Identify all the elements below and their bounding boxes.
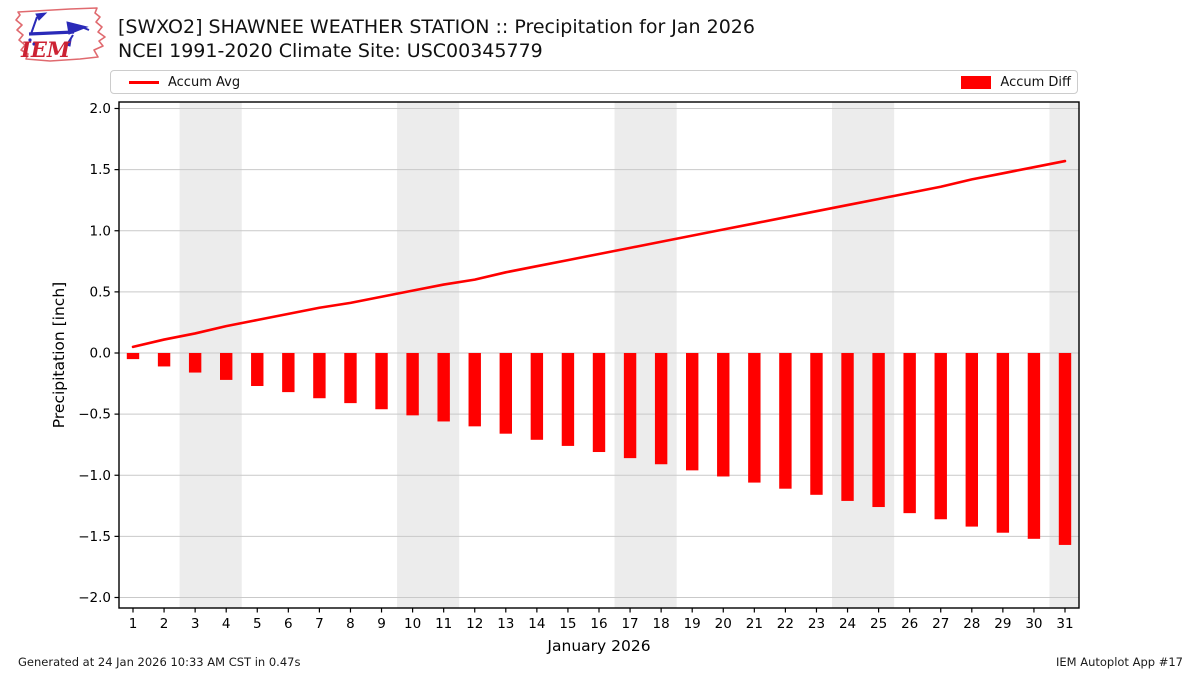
iem-logo-text: IEM [20,37,71,62]
iem-logo-graphic: IEM [15,7,106,62]
chart-title-block: [SWXO2] SHAWNEE WEATHER STATION :: Preci… [118,15,755,63]
x-tick-label: 22 [777,616,794,632]
x-tick-label: 31 [1056,616,1073,632]
x-tick-label: 21 [746,616,763,632]
weekend-band [179,102,242,608]
generated-timestamp: Generated at 24 Jan 2026 10:33 AM CST in… [18,655,301,669]
accum-avg-line [131,159,1067,349]
y-tick-label: −1.0 [78,468,111,484]
y-tick-label: 1.5 [90,162,111,178]
accum-diff-bar [220,353,233,380]
accum-diff-bar [344,353,357,404]
chart-title: [SWXO2] SHAWNEE WEATHER STATION :: Preci… [118,16,755,38]
x-tick-label: 23 [808,616,825,632]
accum-diff-bar [375,353,388,410]
accum-diff-bar [841,353,854,501]
accum-diff-bar [406,353,419,416]
accum-diff-bar [188,353,202,373]
y-axis-label: Precipitation [inch] [50,282,68,428]
accum-diff-bar [686,353,699,471]
weekend-band [397,102,460,608]
accum-diff-patch-swatch-icon [961,75,992,89]
x-tick-label: 4 [222,616,231,632]
accum-diff-bar [157,353,171,367]
accum-diff-bar [1027,353,1041,539]
accum-diff-bar [654,353,668,465]
accum-diff-bar [748,353,761,483]
x-tick-label: 2 [160,616,169,632]
accum-diff-bar [779,353,792,489]
x-tick-label: 16 [590,616,607,632]
accum-diff-bar [437,353,450,422]
y-tick-label: 0.0 [90,346,111,362]
accum-diff-bar [530,353,544,440]
legend-label-accum-diff: Accum Diff [1000,74,1071,90]
x-tick-label: 12 [466,616,483,632]
x-tick-label: 20 [715,616,732,632]
accum-diff-bar [313,353,326,399]
x-tick-label: 28 [963,616,980,632]
accum-diff-bar [903,353,916,514]
x-tick-label: 14 [528,616,545,632]
accum-diff-bar [996,353,1010,533]
x-tick-label: 19 [684,616,701,632]
accum-diff-bar [499,353,512,434]
accum-diff-bar [126,353,140,360]
x-tick-label: 5 [253,616,262,632]
x-tick-label: 15 [559,616,576,632]
accum-diff-bar [623,353,637,459]
y-tick-label: 1.0 [90,223,111,239]
accum-avg-line-swatch-icon [129,80,159,84]
x-tick-label: 25 [870,616,887,632]
x-tick-label: 29 [994,616,1011,632]
accum-diff-bar [1058,353,1072,545]
x-tick-label: 9 [377,616,386,632]
accum-diff-bar [282,353,295,393]
accum-diff-bar [717,353,730,477]
weather-vane-icon [28,12,90,47]
x-tick-label: 13 [497,616,514,632]
chart-subtitle: NCEI 1991-2020 Climate Site: USC00345779 [118,40,543,62]
y-tick-label: −0.5 [78,407,111,423]
chart-legend: Accum Avg Accum Diff [110,70,1078,94]
iowa-outline [15,7,106,62]
legend-item-accum-diff: Accum Diff [961,75,1071,90]
x-tick-label: 26 [901,616,918,632]
legend-item-accum-avg: Accum Avg [129,75,240,90]
app-credit: IEM Autoplot App #17 [1055,655,1183,669]
y-tick-label: 2.0 [90,101,111,117]
x-tick-label: 27 [932,616,949,632]
x-tick-label: 8 [346,616,355,632]
x-tick-label: 18 [653,616,670,632]
accum-diff-bar [561,353,575,446]
weekend-band [832,102,895,608]
x-tick-label: 24 [839,616,856,632]
x-axis-label: January 2026 [546,637,650,655]
x-tick-label: 6 [284,616,293,632]
x-tick-label: 7 [315,616,324,632]
x-tick-label: 10 [404,616,421,632]
x-tick-label: 30 [1025,616,1042,632]
accum-diff-bar [872,353,885,508]
x-tick-label: 17 [621,616,638,632]
accum-diff-bar [965,353,978,527]
weekend-band [614,102,677,608]
x-tick-label: 3 [191,616,200,632]
accum-diff-bar [251,353,264,387]
x-tick-label: 11 [435,616,452,632]
accum-diff-bar [468,353,481,427]
accum-diff-bar [592,353,606,453]
y-tick-label: −2.0 [78,590,111,606]
accum-diff-bar [810,353,823,495]
iem-logo: IEM [10,4,112,66]
accum-diff-bar [934,353,947,520]
x-tick-label: 1 [129,616,138,632]
legend-label-accum-avg: Accum Avg [168,74,241,90]
y-tick-label: 0.5 [90,284,111,300]
y-tick-label: −1.5 [78,529,111,545]
